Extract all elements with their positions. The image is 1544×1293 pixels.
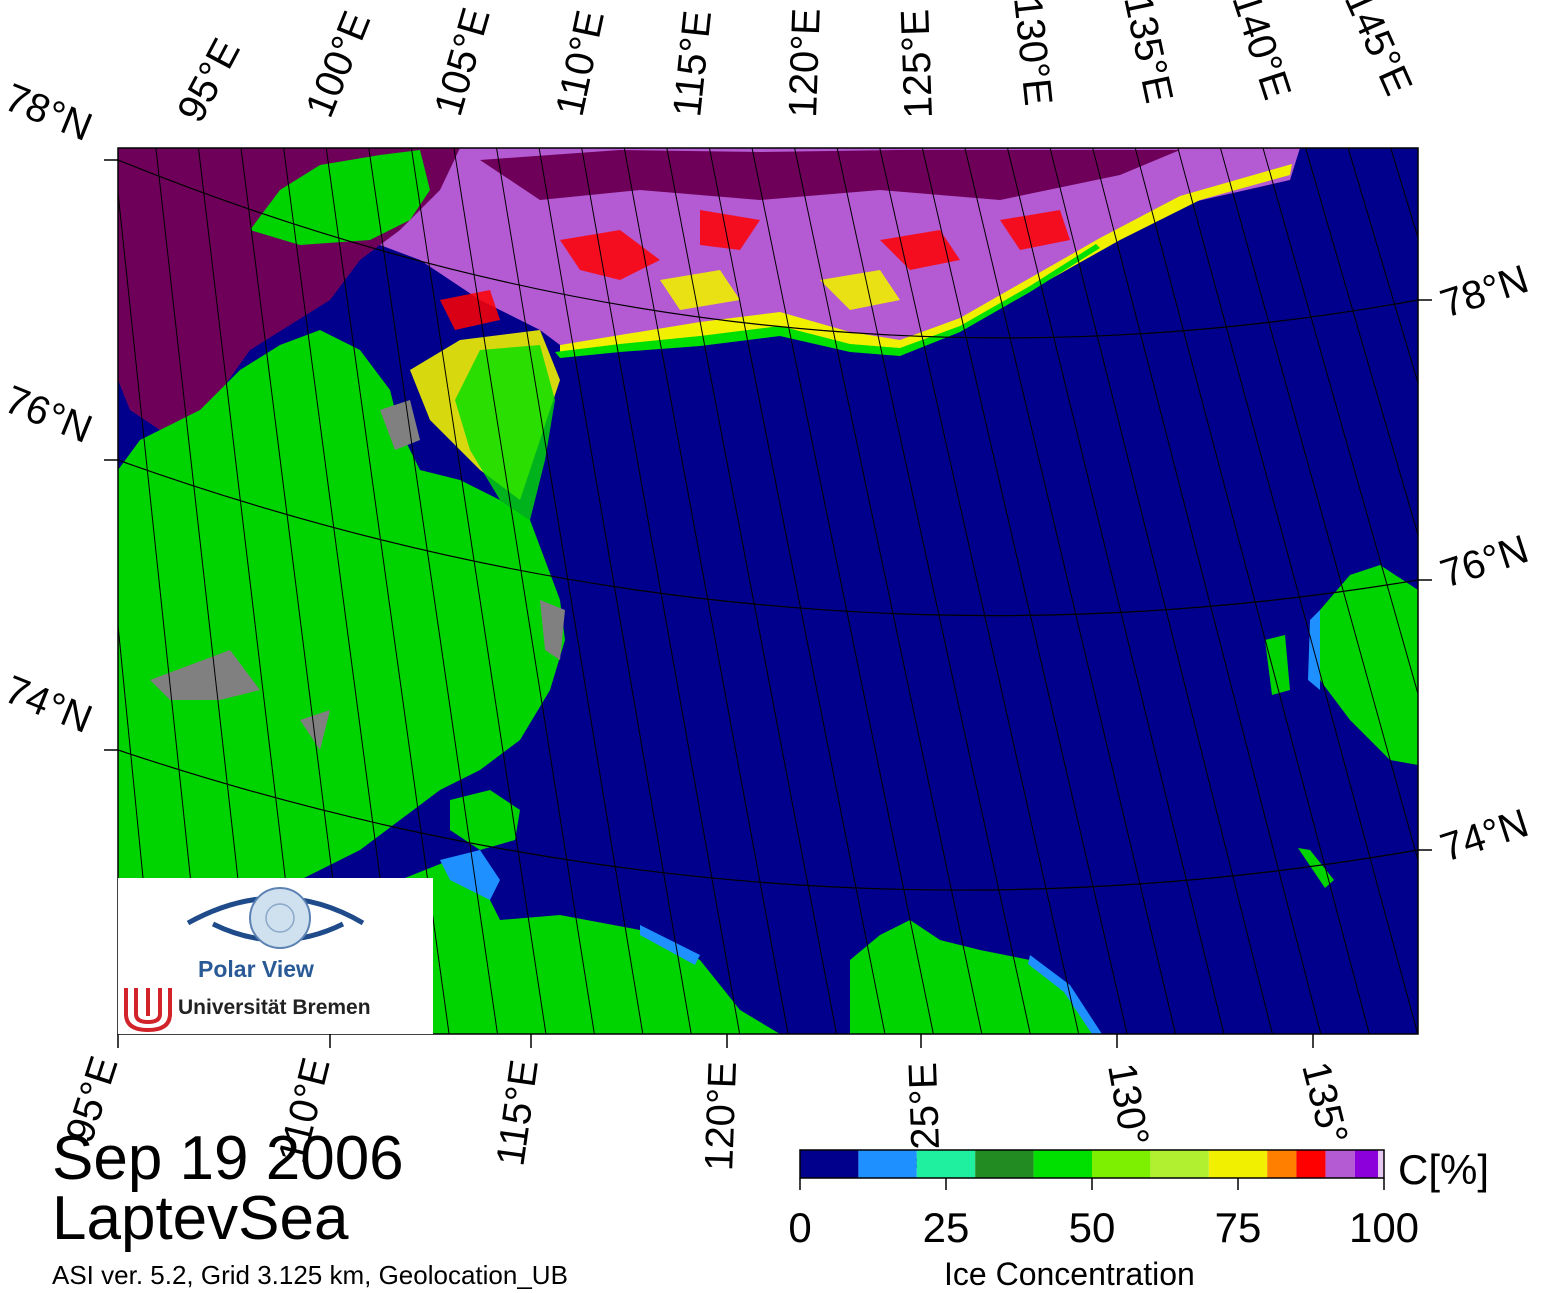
colorbar-tick-label: 50 — [1068, 1204, 1116, 1251]
colorbar-bin — [1150, 1150, 1209, 1178]
colorbar-bin — [1092, 1150, 1151, 1178]
landmass-south-east — [850, 920, 1100, 1034]
graticule-meridian — [1347, 148, 1418, 385]
top-label-100e: 100°E — [298, 5, 380, 123]
ice-strait-green — [455, 345, 555, 520]
top-label-145e: 145°E — [1336, 0, 1421, 102]
logo-polar-view-text: Polar View — [198, 956, 314, 982]
map-date: Sep 19 2006 — [52, 1124, 404, 1193]
ice-pack-north-edge-green — [555, 244, 1100, 358]
graticule-meridian — [1006, 148, 1225, 1034]
graticule-meridian — [623, 148, 789, 1034]
colorbar-bin — [975, 1150, 1034, 1178]
graticule-meridian — [666, 148, 838, 1034]
right-label-74n: 74°N — [1435, 801, 1534, 870]
polar-view-logo: Polar View Universität Bremen — [118, 878, 433, 1034]
graticule-meridian — [538, 148, 692, 1034]
graticule-meridian — [921, 148, 1128, 1034]
bottom-label-130: 130° — [1099, 1060, 1157, 1149]
right-label-78n: 78°N — [1435, 257, 1534, 326]
graticule-meridian — [1092, 148, 1322, 1034]
graticule-meridian — [879, 148, 1080, 1034]
eye-logo-icon — [186, 887, 365, 949]
graticule-meridian — [410, 148, 547, 1034]
colorbar-bin — [1208, 1150, 1268, 1178]
graticule-meridian — [794, 148, 983, 1034]
uni-bremen-logo-icon — [124, 988, 172, 1033]
colorbar-tick-label: 100 — [1348, 1204, 1420, 1251]
frame-ticks — [104, 159, 1432, 1048]
graticule-meridian — [1406, 60, 1544, 1120]
map-frame — [117, 147, 1419, 1035]
graticule-meridian — [1049, 148, 1273, 1034]
colorbar-bin — [1354, 1150, 1379, 1178]
top-label-135e: 135°E — [1115, 0, 1181, 107]
left-label-74n: 74°N — [0, 668, 98, 742]
island-kotelny — [1320, 565, 1418, 765]
colorbar-bin — [1325, 1150, 1355, 1178]
graticule-meridian — [368, 148, 499, 1034]
coastal-ice-cyan — [440, 850, 700, 965]
graticule-meridian — [20, 60, 118, 1120]
graticule-meridian — [1305, 148, 1418, 537]
graticule-meridian — [1262, 148, 1418, 696]
graticule-meridian — [1177, 148, 1418, 1034]
island-tiny-east — [1298, 848, 1334, 888]
island-severnaya-zemlya — [250, 150, 430, 245]
graticule-meridian — [325, 148, 450, 1034]
bottom-label-115e: 115°E — [489, 1057, 547, 1169]
graticule-meridian — [1219, 148, 1418, 863]
colorbar-bin — [916, 1150, 976, 1178]
colorbar-tick-label: 25 — [922, 1204, 970, 1251]
left-label-76n: 76°N — [0, 378, 98, 452]
colorbar-unit: C[%] — [1398, 1146, 1490, 1193]
graticule-meridian — [708, 148, 886, 1034]
ice-pack-dark-2 — [480, 150, 1180, 200]
colorbar-tick-label: 0 — [788, 1204, 812, 1251]
graticule-meridian — [836, 148, 1031, 1034]
top-label-110e: 110°E — [548, 7, 613, 120]
colorbar — [800, 1150, 1384, 1178]
graticule-lat-74 — [118, 749, 1418, 891]
colorbar-bin — [1378, 1150, 1384, 1178]
top-label-105e: 105°E — [426, 3, 498, 120]
bottom-label-135: 135° — [1293, 1058, 1356, 1149]
colorbar-tick-label: 75 — [1214, 1204, 1262, 1251]
graticule-meridian — [751, 148, 934, 1034]
graticule-meridian — [496, 148, 644, 1034]
coastal-ice-south-east — [1028, 955, 1102, 1034]
bottom-label-120e: 120°E — [697, 1061, 745, 1172]
colorbar-bin — [1267, 1150, 1297, 1178]
graticule — [118, 159, 1418, 891]
island-small-east — [1265, 635, 1290, 695]
colorbar-bin — [858, 1150, 917, 1178]
left-label-78n: 78°N — [0, 76, 98, 150]
colorbar-bin — [1033, 1150, 1092, 1178]
top-label-115e: 115°E — [665, 8, 720, 118]
graticule-lat-76 — [118, 459, 1418, 617]
graticule-meridian — [581, 148, 741, 1034]
ice-pack-north-edge-yellow — [560, 164, 1292, 352]
algorithm-info: ASI ver. 5.2, Grid 3.125 km, Geolocation… — [52, 1260, 568, 1290]
region-name: LaptevSea — [52, 1184, 349, 1253]
graticule-lat-78 — [118, 159, 1418, 339]
graticule-meridian — [1134, 148, 1370, 1034]
colorbar-title: Ice Concentration — [944, 1256, 1195, 1292]
island-small-delta — [450, 790, 520, 850]
ice-pack-red-patches — [440, 210, 1070, 330]
top-label-120e: 120°E — [781, 7, 829, 118]
colorbar-bin — [1296, 1150, 1326, 1178]
top-label-140e: 140°E — [1223, 0, 1299, 105]
top-label-125e: 125°E — [893, 8, 941, 119]
colorbar-bin — [800, 1150, 859, 1178]
top-label-95e: 95°E — [169, 32, 249, 130]
right-label-76n: 76°N — [1435, 527, 1534, 596]
top-label-130e: 130°E — [1005, 0, 1060, 108]
graticule-meridian — [964, 148, 1177, 1034]
logo-uni-bremen-text: Universität Bremen — [178, 996, 371, 1019]
landmass-taymyr — [118, 330, 565, 905]
graticule-meridian — [453, 148, 595, 1034]
